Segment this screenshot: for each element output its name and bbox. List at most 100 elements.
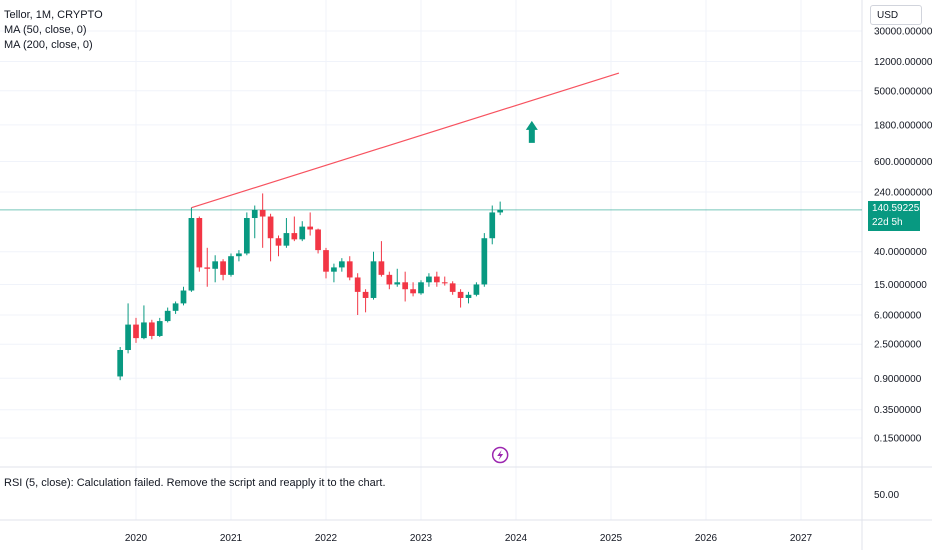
arrow-up-icon[interactable]	[525, 120, 538, 143]
candle[interactable]	[156, 317, 163, 338]
candle[interactable]	[236, 250, 242, 262]
candle[interactable]	[180, 286, 187, 306]
candle-body	[188, 218, 195, 291]
candle[interactable]	[228, 253, 234, 277]
candle-body	[426, 276, 432, 283]
candle[interactable]	[449, 281, 456, 295]
y-tick-label: 2.5000000	[874, 340, 922, 351]
candle[interactable]	[188, 207, 195, 292]
y-tick-label: 6.0000000	[874, 311, 922, 322]
x-tick-label: 2023	[410, 533, 433, 544]
candle[interactable]	[164, 307, 171, 323]
trendline-layer	[191, 72, 620, 209]
last-price-label: 140.5922559 22d 5h	[868, 201, 930, 231]
candle-body	[196, 218, 203, 268]
candle[interactable]	[141, 305, 147, 340]
trendline[interactable]	[191, 72, 620, 209]
candle-body	[204, 267, 211, 269]
y-tick-label: 0.9000000	[874, 374, 922, 385]
x-tick-label: 2021	[220, 533, 243, 544]
candle[interactable]	[307, 212, 314, 236]
lightning-event-icon[interactable]	[491, 446, 509, 464]
candle-body	[362, 291, 369, 298]
candle-body	[220, 261, 226, 275]
candle[interactable]	[457, 289, 464, 308]
candle[interactable]	[259, 193, 266, 248]
candle[interactable]	[346, 256, 353, 281]
candle[interactable]	[433, 271, 440, 287]
candle[interactable]	[331, 263, 337, 283]
candle-body	[394, 282, 401, 285]
candle[interactable]	[473, 282, 480, 297]
candle[interactable]	[338, 258, 345, 272]
candle[interactable]	[243, 212, 250, 256]
candle[interactable]	[299, 221, 306, 242]
candle[interactable]	[386, 271, 393, 290]
candle[interactable]	[133, 317, 139, 343]
candle[interactable]	[291, 216, 298, 242]
y-tick-label: 0.1500000	[874, 434, 922, 445]
candle[interactable]	[354, 273, 361, 315]
candle[interactable]	[378, 241, 385, 277]
candle[interactable]	[212, 255, 219, 283]
candles	[117, 193, 504, 381]
x-tick-label: 2022	[315, 533, 338, 544]
candle[interactable]	[283, 218, 290, 248]
candle[interactable]	[323, 247, 329, 279]
candle[interactable]	[204, 247, 211, 287]
candle-body	[299, 226, 306, 240]
candle-body	[449, 283, 456, 292]
candle-body	[441, 282, 448, 284]
candle[interactable]	[418, 280, 424, 295]
y-tick-label: 40.0000000	[874, 247, 927, 258]
symbol-title[interactable]: Tellor, 1M, CRYPTO	[4, 9, 103, 21]
y-tick-label: 15.0000000	[874, 280, 927, 291]
candle[interactable]	[267, 213, 274, 262]
candle[interactable]	[394, 268, 401, 287]
candle-body	[164, 310, 171, 322]
candle-body	[315, 229, 321, 251]
rsi-axis-tick: 50.00	[874, 490, 900, 501]
candle[interactable]	[125, 303, 131, 354]
candle[interactable]	[117, 346, 124, 381]
x-tick-label: 2024	[505, 533, 528, 544]
ma50-legend[interactable]: MA (50, close, 0)	[4, 24, 87, 36]
candle[interactable]	[497, 201, 504, 216]
y-tick-label: 0.3500000	[874, 405, 922, 416]
candle-body	[228, 256, 234, 275]
candle[interactable]	[426, 273, 432, 287]
candle[interactable]	[481, 233, 488, 287]
candle-body	[141, 322, 147, 339]
candle[interactable]	[465, 291, 472, 304]
candle-body	[410, 289, 416, 294]
ma200-legend[interactable]: MA (200, close, 0)	[4, 39, 93, 51]
candle[interactable]	[196, 216, 203, 272]
candle[interactable]	[362, 289, 369, 313]
candle-body	[497, 209, 504, 213]
x-tick-label: 2027	[790, 533, 813, 544]
candle[interactable]	[148, 319, 155, 340]
candle[interactable]	[220, 259, 226, 281]
bar-countdown: 22d 5h	[872, 217, 903, 228]
candle[interactable]	[441, 276, 448, 286]
candle[interactable]	[275, 235, 282, 257]
candle[interactable]	[172, 301, 179, 314]
candle-body	[378, 261, 385, 275]
rsi-error-message[interactable]: RSI (5, close): Calculation failed. Remo…	[4, 477, 386, 489]
candle[interactable]	[315, 228, 321, 254]
candle[interactable]	[489, 205, 496, 245]
currency-button[interactable]: USD	[870, 5, 922, 25]
candle[interactable]	[251, 205, 258, 239]
candle[interactable]	[402, 271, 409, 302]
y-tick-label: 30000.0000000	[874, 27, 932, 38]
candle[interactable]	[370, 251, 377, 300]
candle-body	[283, 233, 290, 246]
candle-body	[489, 212, 496, 239]
candle-body	[251, 209, 258, 219]
candle[interactable]	[410, 282, 416, 297]
candle-body	[354, 277, 361, 292]
x-tick-label: 2025	[600, 533, 623, 544]
